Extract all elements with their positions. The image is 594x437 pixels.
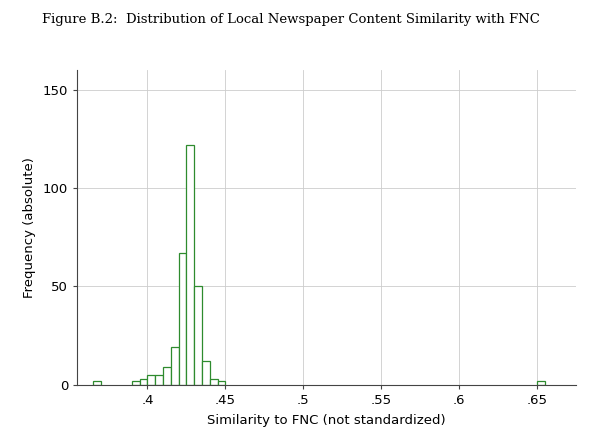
Bar	[202, 361, 210, 385]
Bar	[179, 253, 187, 385]
Bar	[217, 381, 225, 385]
Bar	[155, 375, 163, 385]
Bar	[163, 367, 171, 385]
Bar	[210, 378, 217, 385]
Bar	[187, 145, 194, 385]
Bar	[93, 381, 100, 385]
Bar	[170, 347, 179, 385]
Bar	[537, 381, 545, 385]
Bar	[140, 378, 147, 385]
Y-axis label: Frequency (absolute): Frequency (absolute)	[23, 157, 36, 298]
Bar	[147, 375, 155, 385]
Bar	[194, 286, 202, 385]
Bar	[132, 381, 140, 385]
X-axis label: Similarity to FNC (not standardized): Similarity to FNC (not standardized)	[207, 413, 446, 427]
Text: Figure B.2:  Distribution of Local Newspaper Content Similarity with FNC: Figure B.2: Distribution of Local Newspa…	[42, 13, 539, 26]
